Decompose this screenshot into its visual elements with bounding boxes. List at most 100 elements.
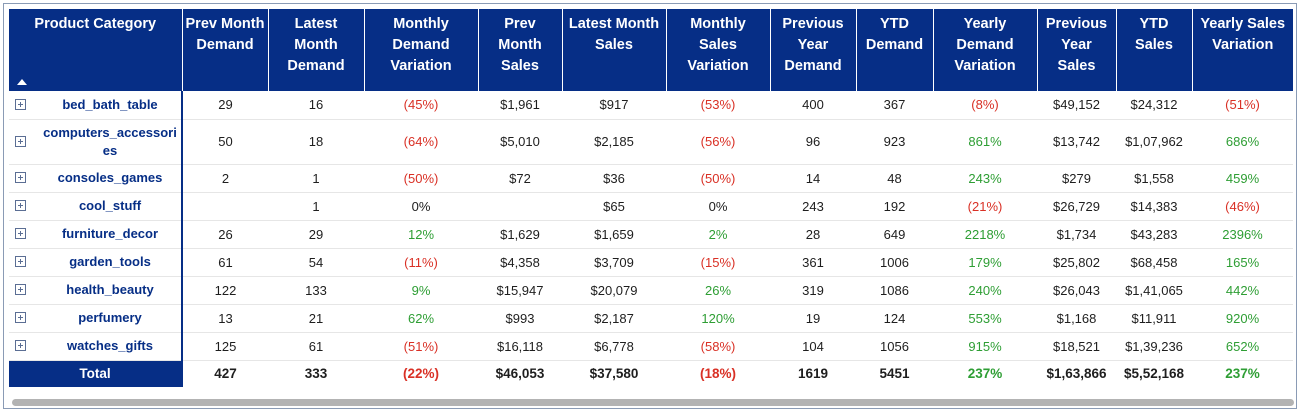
latest-month-sales-cell: $2,185 xyxy=(562,119,666,165)
table-row[interactable]: computers_accessories 50 18 (64%) $5,010 $2,1… xyxy=(9,119,1293,165)
yearly-demand-variation-cell: 243% xyxy=(933,164,1037,193)
table-row[interactable]: furniture_decor 26 29 12% $1,629 $1,659 2% 28 64… xyxy=(9,220,1293,249)
table-row[interactable]: health_beauty 122 133 9% $15,947 $20,079 26% 31… xyxy=(9,276,1293,305)
table-row[interactable]: perfumery 13 21 62% $993 $2,187 120% 19 124 553% $… xyxy=(9,304,1293,333)
col-header-yearly-demand-variation[interactable]: Yearly Demand Variation xyxy=(933,9,1038,91)
header-row: Product Category Prev Month Demand Lates… xyxy=(9,9,1293,91)
yearly-sales-variation-cell: 442% xyxy=(1192,276,1293,305)
total-ytd-demand-cell: 5451 xyxy=(856,359,933,387)
category-cell[interactable]: perfumery xyxy=(9,304,183,333)
monthly-sales-variation-cell: 120% xyxy=(666,304,770,333)
category-cell[interactable]: furniture_decor xyxy=(9,220,183,249)
total-monthly-sales-variation-cell: (18%) xyxy=(666,359,770,387)
latest-month-sales-cell: $20,079 xyxy=(562,276,666,305)
total-prev-month-demand-cell: 427 xyxy=(182,359,268,387)
monthly-demand-variation-cell: (11%) xyxy=(364,248,478,277)
ytd-demand-cell: 1056 xyxy=(856,332,933,361)
matrix-visual: Product Category Prev Month Demand Lates… xyxy=(3,3,1297,409)
yearly-sales-variation-cell: (51%) xyxy=(1192,91,1293,120)
col-header-previous-year-sales[interactable]: Previous Year Sales xyxy=(1037,9,1117,91)
plus-square-icon[interactable] xyxy=(15,135,26,147)
total-yearly-sales-variation-cell: 237% xyxy=(1192,359,1293,387)
col-header-yearly-sales-variation[interactable]: Yearly Sales Variation xyxy=(1192,9,1293,91)
prev-month-sales-cell: $1,961 xyxy=(478,91,562,120)
plus-square-icon[interactable] xyxy=(15,200,26,211)
ytd-demand-cell: 923 xyxy=(856,119,933,165)
table-row[interactable]: watches_gifts 125 61 (51%) $16,118 $6,778 (58%… xyxy=(9,332,1293,361)
latest-month-demand-cell: 18 xyxy=(268,119,364,165)
col-header-label: Latest Month Sales xyxy=(568,16,660,53)
table-row[interactable]: consoles_games 2 1 (50%) $72 $36 (50%) 14 48 243%… xyxy=(9,164,1293,193)
plus-square-icon[interactable] xyxy=(15,256,26,267)
category-cell[interactable]: cool_stuff xyxy=(9,192,183,221)
table-row[interactable]: bed_bath_table 29 16 (45%) $1,961 $917 (53%) 40… xyxy=(9,91,1293,120)
latest-month-sales-cell: $917 xyxy=(562,91,666,120)
total-ytd-sales-cell: $5,52,168 xyxy=(1116,359,1192,387)
category-label: cool_stuff xyxy=(78,198,142,213)
category-label: consoles_games xyxy=(57,170,163,185)
horizontal-scrollbar[interactable] xyxy=(12,399,1294,406)
plus-square-icon[interactable] xyxy=(15,98,26,110)
monthly-sales-variation-cell: (58%) xyxy=(666,332,770,361)
prev-month-demand-cell: 26 xyxy=(182,220,268,249)
plus-square-icon[interactable] xyxy=(15,340,26,351)
table-row[interactable]: cool_stuff 1 0% $65 0% 243 192 (21%) $26,729 $14,… xyxy=(9,192,1293,221)
prev-month-demand-cell: 2 xyxy=(182,164,268,193)
prev-month-sales-cell: $16,118 xyxy=(478,332,562,361)
col-header-latest-month-sales[interactable]: Latest Month Sales xyxy=(562,9,667,91)
sort-ascending-icon[interactable] xyxy=(17,79,27,85)
category-cell[interactable]: computers_accessories xyxy=(9,119,183,165)
yearly-sales-variation-cell: 920% xyxy=(1192,304,1293,333)
latest-month-sales-cell: $36 xyxy=(562,164,666,193)
col-header-previous-year-demand[interactable]: Previous Year Demand xyxy=(770,9,857,91)
previous-year-demand-cell: 96 xyxy=(770,119,856,165)
prev-month-sales-cell: $1,629 xyxy=(478,220,562,249)
col-header-latest-month-demand[interactable]: Latest Month Demand xyxy=(268,9,365,91)
yearly-sales-variation-cell: 2396% xyxy=(1192,220,1293,249)
prev-month-sales-cell: $15,947 xyxy=(478,276,562,305)
col-header-ytd-sales[interactable]: YTD Sales xyxy=(1116,9,1193,91)
yearly-demand-variation-cell: (21%) xyxy=(933,192,1037,221)
yearly-sales-variation-cell: 165% xyxy=(1192,248,1293,277)
latest-month-sales-cell: $3,709 xyxy=(562,248,666,277)
col-header-monthly-sales-variation[interactable]: Monthly Sales Variation xyxy=(666,9,771,91)
col-header-label: Product Category xyxy=(34,16,157,32)
col-header-ytd-demand[interactable]: YTD Demand xyxy=(856,9,934,91)
col-header-label: YTD Demand xyxy=(865,16,924,53)
category-cell[interactable]: bed_bath_table xyxy=(9,91,183,120)
monthly-demand-variation-cell: (64%) xyxy=(364,119,478,165)
col-header-prev-month-demand[interactable]: Prev Month Demand xyxy=(182,9,269,91)
total-latest-month-demand-cell: 333 xyxy=(268,359,364,387)
yearly-demand-variation-cell: 240% xyxy=(933,276,1037,305)
category-cell[interactable]: watches_gifts xyxy=(9,332,183,361)
monthly-sales-variation-cell: 26% xyxy=(666,276,770,305)
plus-square-icon[interactable] xyxy=(15,284,26,295)
yearly-sales-variation-cell: 459% xyxy=(1192,164,1293,193)
table-row[interactable]: garden_tools 61 54 (11%) $4,358 $3,709 (15%) 36… xyxy=(9,248,1293,277)
category-cell[interactable]: health_beauty xyxy=(9,276,183,305)
previous-year-sales-cell: $13,742 xyxy=(1037,119,1116,165)
yearly-demand-variation-cell: (8%) xyxy=(933,91,1037,120)
ytd-demand-cell: 1086 xyxy=(856,276,933,305)
col-header-monthly-demand-variation[interactable]: Monthly Demand Variation xyxy=(364,9,479,91)
col-header-label: Prev Month Demand xyxy=(185,16,265,53)
yearly-demand-variation-cell: 915% xyxy=(933,332,1037,361)
plus-square-icon[interactable] xyxy=(15,228,26,239)
category-cell[interactable]: consoles_games xyxy=(9,164,183,193)
category-label: bed_bath_table xyxy=(62,96,158,112)
monthly-sales-variation-cell: (56%) xyxy=(666,119,770,165)
plus-square-icon[interactable] xyxy=(15,312,26,323)
ytd-sales-cell: $1,558 xyxy=(1116,164,1192,193)
previous-year-demand-cell: 19 xyxy=(770,304,856,333)
total-previous-year-demand-cell: 1619 xyxy=(770,359,856,387)
latest-month-demand-cell: 29 xyxy=(268,220,364,249)
col-header-prev-month-sales[interactable]: Prev Month Sales xyxy=(478,9,563,91)
previous-year-demand-cell: 104 xyxy=(770,332,856,361)
category-cell[interactable]: garden_tools xyxy=(9,248,183,277)
monthly-sales-variation-cell: (50%) xyxy=(666,164,770,193)
latest-month-demand-cell: 16 xyxy=(268,91,364,120)
col-header-product-category[interactable]: Product Category xyxy=(9,9,183,91)
previous-year-sales-cell: $26,043 xyxy=(1037,276,1116,305)
plus-square-icon[interactable] xyxy=(15,172,26,183)
total-row: Total 427 333 (22%) $46,053 $37,580 (18%) 1619 5… xyxy=(9,359,1293,387)
